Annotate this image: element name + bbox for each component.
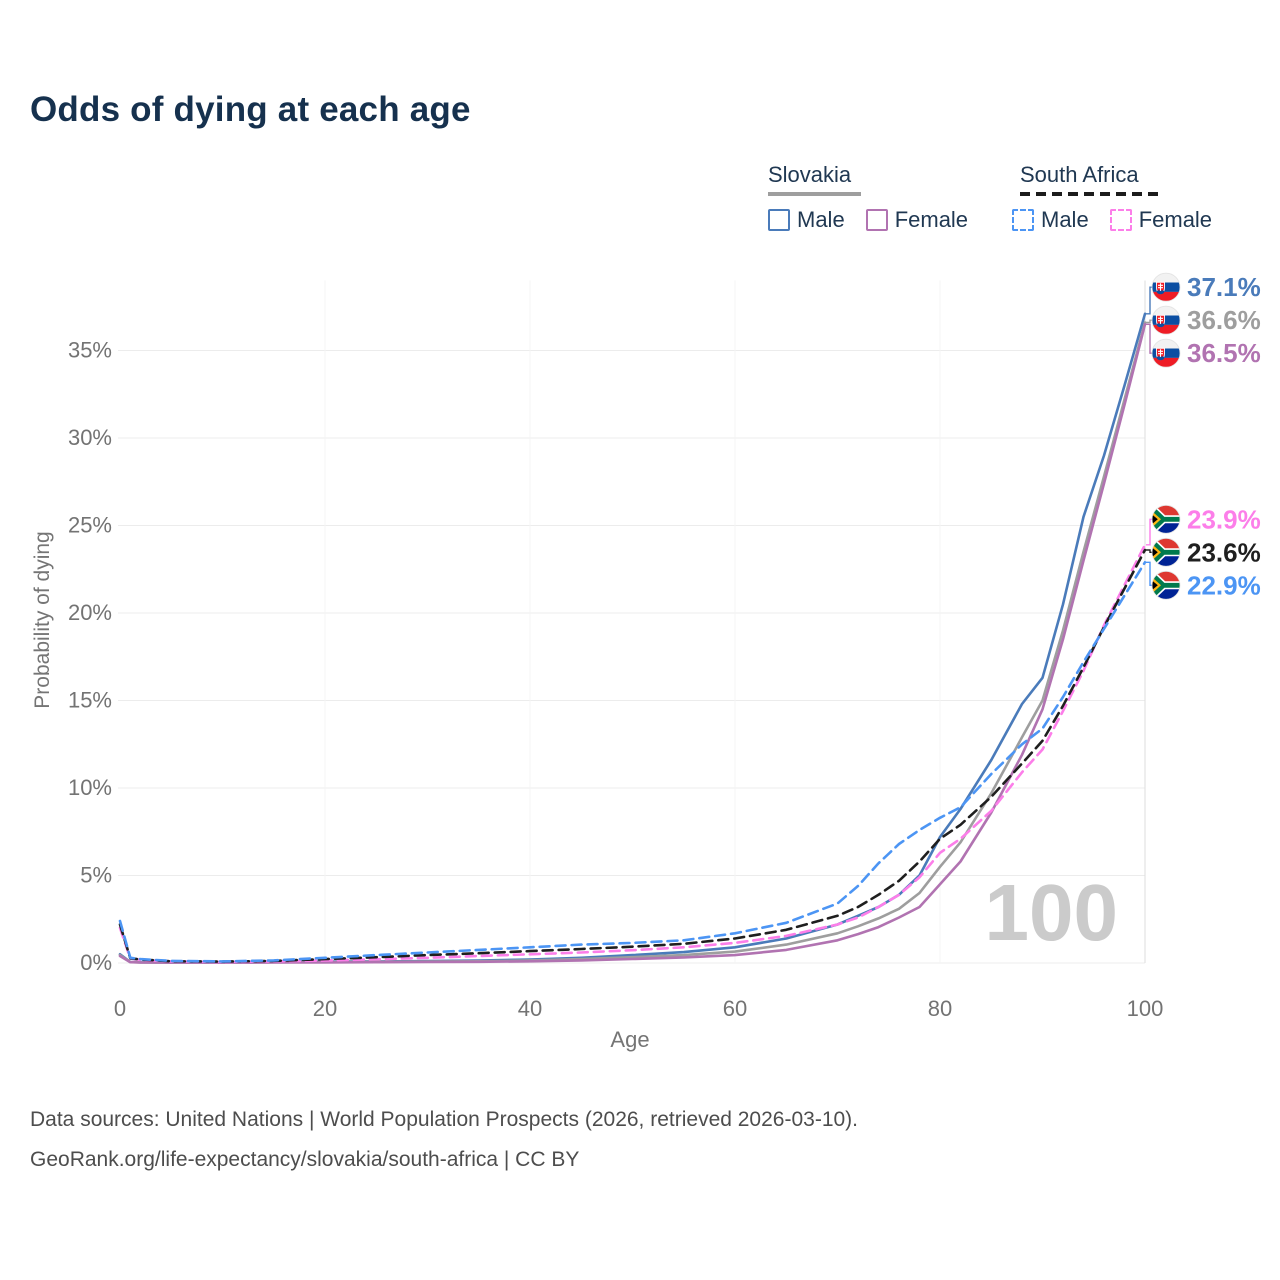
- y-tick-label: 30%: [68, 425, 112, 450]
- curve-slovakia-male[interactable]: [118, 312, 1147, 964]
- legend-swatch-south-africa-female[interactable]: [1109, 209, 1132, 231]
- legend-swatch-south-africa-male[interactable]: [1012, 209, 1034, 231]
- south-africa-flag-icon: [1152, 538, 1180, 566]
- leader-line-south-africa-female: [1146, 518, 1152, 546]
- legend-label-slovakia-female[interactable]: Female: [894, 207, 969, 232]
- legend-label-slovakia-male[interactable]: Male: [797, 207, 845, 232]
- x-tick-label: 20: [313, 996, 337, 1021]
- y-tick-label: 15%: [68, 688, 112, 713]
- legend-heading-south-africa: South Africa: [1020, 162, 1139, 187]
- end-value-label-south-africa-female: 23.9%: [1187, 504, 1261, 534]
- x-tick-label: 60: [723, 996, 747, 1021]
- y-tick-label: 25%: [68, 513, 112, 538]
- x-axis-title: Age: [610, 1027, 650, 1052]
- curve-south-africa-male[interactable]: [118, 560, 1147, 963]
- page-title: Odds of dying at each age: [30, 90, 471, 129]
- south-africa-flag-icon: [1152, 571, 1180, 599]
- legend-heading-slovakia: Slovakia: [768, 162, 852, 187]
- curve-slovakia-female[interactable]: [118, 322, 1147, 964]
- leader-line-slovakia-female: [1146, 323, 1152, 354]
- leader-line-slovakia-male: [1146, 286, 1152, 315]
- legend-underline-south-africa: [1020, 192, 1162, 196]
- end-value-label-slovakia-both-sexes: 36.6%: [1187, 305, 1261, 335]
- y-tick-label: 20%: [68, 600, 112, 625]
- leader-line-south-africa-both-sexes: [1146, 549, 1152, 553]
- x-tick-label: 80: [928, 996, 952, 1021]
- legend-swatch-slovakia-male[interactable]: [768, 209, 790, 231]
- legend-label-south-africa-female[interactable]: Female: [1138, 207, 1213, 232]
- end-value-label-slovakia-male: 37.1%: [1187, 272, 1261, 302]
- legend-underline-slovakia: [768, 192, 861, 196]
- x-tick-label: 0: [114, 996, 126, 1021]
- age-watermark: 100: [985, 868, 1118, 957]
- data-source-note: Data sources: United Nations | World Pop…: [30, 1108, 859, 1131]
- legend-label-south-africa-male[interactable]: Male: [1041, 207, 1089, 232]
- end-value-label-south-africa-both-sexes: 23.6%: [1187, 537, 1261, 567]
- legend-group-south-africa: South Africa Male Female: [1012, 162, 1212, 233]
- south-africa-flag-icon: [1152, 505, 1180, 533]
- x-tick-label: 100: [1127, 996, 1164, 1021]
- curve-slovakia-both-sexes[interactable]: [118, 321, 1147, 964]
- y-axis-title: Probability of dying: [31, 531, 54, 709]
- y-tick-label: 0%: [80, 950, 112, 975]
- leader-line-slovakia-both-sexes: [1146, 319, 1152, 324]
- attribution-note: GeoRank.org/life-expectancy/slovakia/sou…: [30, 1148, 580, 1171]
- end-value-label-south-africa-male: 22.9%: [1187, 570, 1261, 600]
- x-tick-label: 40: [518, 996, 542, 1021]
- leader-line-south-africa-male: [1146, 561, 1152, 586]
- slovakia-flag-icon: [1152, 306, 1180, 334]
- y-tick-label: 5%: [80, 863, 112, 888]
- slovakia-flag-icon: [1152, 273, 1180, 301]
- y-tick-label: 10%: [68, 775, 112, 800]
- legend-group-slovakia: Slovakia Male Female: [768, 162, 968, 233]
- slovakia-flag-icon: [1152, 339, 1180, 367]
- end-value-label-slovakia-female: 36.5%: [1187, 338, 1261, 368]
- y-tick-label: 35%: [68, 338, 112, 363]
- legend-swatch-slovakia-female[interactable]: [865, 209, 888, 231]
